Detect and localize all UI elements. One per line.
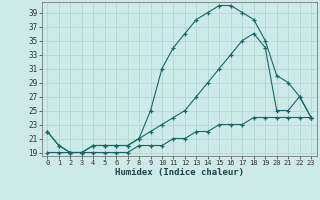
X-axis label: Humidex (Indice chaleur): Humidex (Indice chaleur) bbox=[115, 168, 244, 177]
